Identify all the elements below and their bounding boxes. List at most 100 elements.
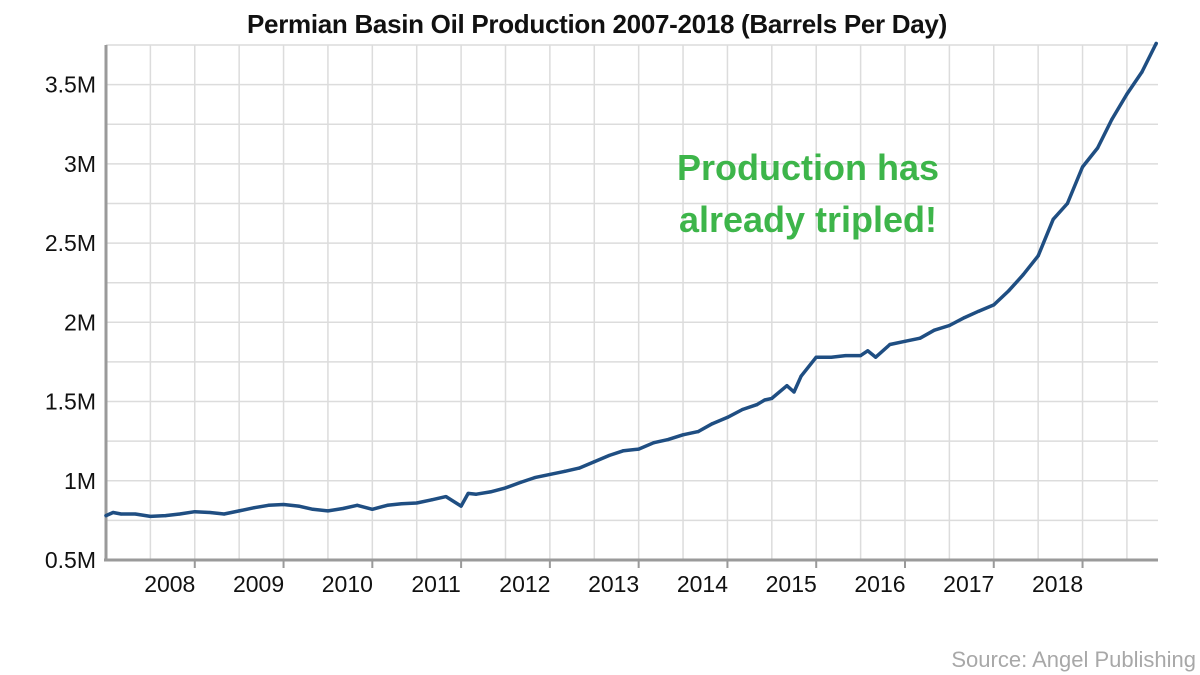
data-point	[563, 469, 567, 473]
data-point	[415, 501, 419, 505]
data-point	[385, 503, 390, 507]
data-point	[1065, 201, 1070, 206]
data-point	[370, 507, 374, 511]
data-point	[725, 415, 730, 419]
data-point	[430, 498, 434, 502]
data-point	[666, 437, 670, 442]
data-point	[1051, 217, 1055, 221]
data-point	[792, 390, 796, 394]
x-tick-label: 2015	[766, 571, 817, 597]
data-point	[400, 502, 404, 506]
data-point	[1021, 273, 1025, 277]
x-tick-label: 2013	[588, 571, 639, 597]
data-point	[932, 328, 936, 332]
y-tick-label: 0.5M	[45, 547, 96, 573]
source-credit: Source: Angel Publishing	[951, 647, 1196, 672]
data-point	[874, 355, 878, 359]
data-point	[681, 433, 685, 437]
x-axis-tick-labels: 2008 2009 2010 2011 2012 2013 2014 2015 2016 2017…	[144, 560, 1084, 597]
data-point	[518, 480, 523, 484]
data-point	[104, 514, 108, 518]
x-tick-label: 2018	[1032, 571, 1083, 597]
data-point	[341, 506, 345, 511]
data-point	[178, 512, 182, 516]
grid-lines	[106, 44, 1158, 560]
y-axis-tick-labels: 0.5M 1M 1.5M 2M 2.5M 3M 3.5M	[45, 72, 96, 573]
data-point	[1096, 146, 1100, 150]
data-point	[858, 353, 863, 358]
data-point	[548, 472, 552, 477]
x-tick-label: 2008	[144, 571, 195, 597]
y-tick-label: 1.5M	[45, 389, 96, 415]
data-point	[814, 355, 818, 359]
data-point	[637, 447, 641, 451]
data-point	[763, 398, 767, 402]
x-tick-label: 2016	[854, 571, 905, 597]
data-point	[710, 422, 714, 426]
axes	[104, 45, 1158, 562]
data-point	[755, 403, 759, 407]
y-tick-label: 3M	[64, 151, 96, 177]
data-point	[977, 309, 981, 313]
x-tick-label: 2009	[233, 571, 284, 597]
data-point	[488, 490, 493, 494]
series-layer	[104, 41, 1158, 519]
data-point	[607, 453, 611, 458]
data-point	[252, 506, 256, 510]
data-point	[466, 491, 470, 496]
data-point	[696, 430, 700, 434]
data-point	[311, 507, 315, 511]
data-point	[866, 349, 870, 353]
data-point	[237, 509, 241, 513]
data-point	[770, 396, 774, 400]
data-point	[133, 512, 137, 516]
data-point	[785, 384, 789, 388]
data-point	[1125, 92, 1129, 96]
x-tick-label: 2014	[677, 571, 728, 597]
data-point	[281, 502, 286, 507]
data-point	[829, 355, 833, 359]
data-point	[111, 510, 115, 515]
data-point	[148, 514, 152, 519]
data-point	[918, 336, 922, 340]
chart-title: Permian Basin Oil Production 2007-2018 (…	[247, 9, 947, 39]
data-point	[444, 495, 448, 499]
data-point	[1007, 289, 1011, 293]
data-point	[163, 514, 168, 518]
y-tick-label: 2.5M	[45, 230, 96, 256]
x-tick-label: 2011	[411, 571, 460, 597]
data-point	[947, 323, 951, 328]
data-point	[193, 510, 197, 514]
data-point	[266, 503, 271, 507]
annotation-line-2: already tripled!	[679, 199, 937, 240]
x-tick-label: 2012	[499, 571, 550, 597]
data-point	[533, 476, 537, 480]
data-point	[1036, 254, 1040, 258]
data-point	[503, 486, 508, 490]
data-point	[740, 407, 745, 412]
data-point	[962, 315, 967, 320]
data-point	[843, 353, 848, 358]
data-point	[1080, 165, 1085, 169]
data-point	[1140, 70, 1144, 74]
data-point	[355, 503, 359, 507]
data-point	[1110, 117, 1114, 122]
data-point	[621, 449, 626, 453]
data-point	[119, 512, 123, 516]
data-point	[577, 466, 581, 470]
series-line	[104, 41, 1158, 519]
data-point	[1154, 41, 1158, 46]
data-point	[903, 339, 907, 343]
y-tick-label: 1M	[64, 468, 96, 494]
x-tick-label: 2017	[943, 571, 994, 597]
data-point	[326, 509, 330, 513]
data-point	[297, 504, 301, 508]
data-point	[888, 342, 892, 347]
x-tick-label: 2010	[322, 571, 373, 597]
y-tick-label: 2M	[64, 309, 96, 335]
annotation-line-1: Production has	[677, 147, 939, 188]
data-point	[474, 492, 478, 496]
data-point	[799, 374, 803, 378]
